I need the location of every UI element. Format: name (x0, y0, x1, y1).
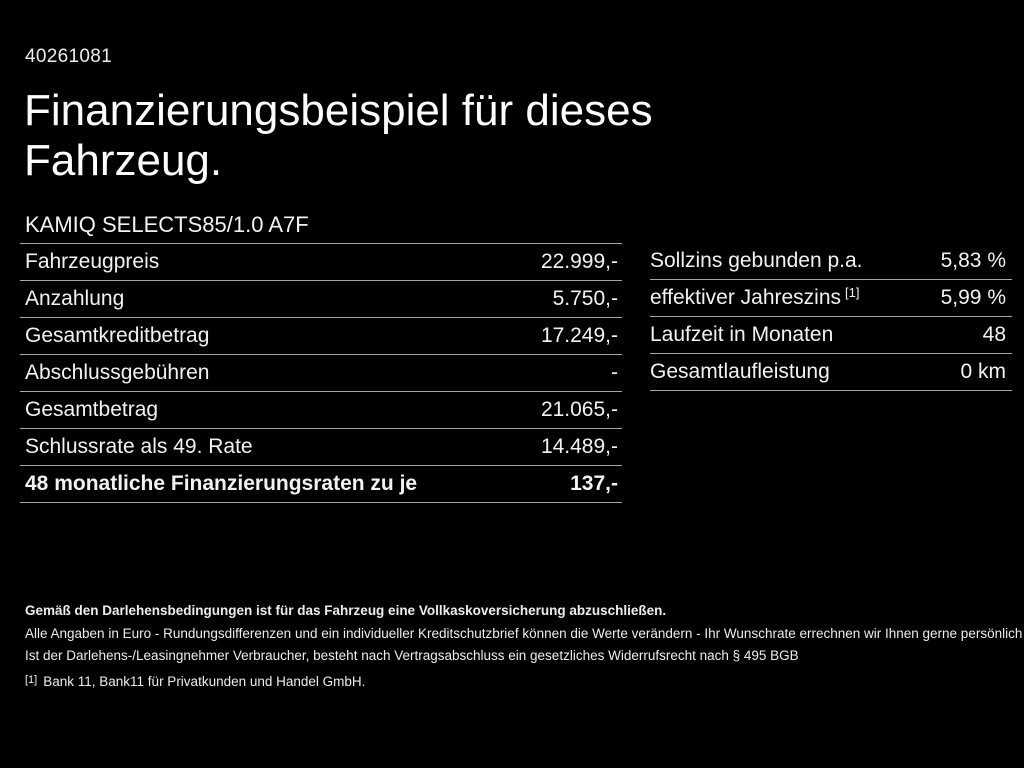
page-title-line-2: Fahrzeug. (24, 136, 223, 185)
insurance-notice: Gemäß den Darlehensbedingungen ist für d… (25, 603, 667, 618)
row-anzahlung: Anzahlung 5.750,- (20, 281, 622, 318)
row-value: 0 km (960, 360, 1006, 383)
row-fahrzeugpreis: Fahrzeugpreis 22.999,- (20, 244, 622, 281)
row-label: Gesamtlaufleistung (650, 360, 830, 383)
page-title: Finanzierungsbeispiel für dieses Fahrzeu… (24, 86, 653, 186)
bank-footnote: [1] Bank 11, Bank11 für Privatkunden und … (25, 674, 1000, 690)
row-effektiver-jahreszins: effektiver Jahreszins [1] 5,99 % (650, 280, 1012, 317)
row-laufzeit: Laufzeit in Monaten 48 (650, 317, 1012, 354)
row-gesamtkreditbetrag: Gesamtkreditbetrag 17.249,- (20, 318, 622, 355)
row-label: Gesamtbetrag (25, 398, 159, 421)
row-label: Laufzeit in Monaten (650, 323, 834, 346)
conditions-table: Sollzins gebunden p.a. 5,83 % effektiver… (650, 243, 1012, 391)
row-gesamtbetrag: Gesamtbetrag 21.065,- (20, 392, 622, 429)
row-monatsraten: 48 monatliche Finanzierungsraten zu je 1… (20, 466, 622, 503)
footnote-reference: [1] (845, 285, 860, 300)
row-label: 48 monatliche Finanzierungsraten zu je (25, 472, 418, 495)
row-value: 22.999,- (540, 250, 618, 273)
row-value: 21.065,- (540, 398, 618, 421)
row-value: 137,- (570, 472, 618, 495)
row-value: 5,99 % (940, 286, 1006, 309)
row-abschlussgebuehren: Abschlussgebühren - (20, 355, 622, 392)
row-gesamtlaufleistung: Gesamtlaufleistung 0 km (650, 354, 1012, 391)
row-label: Schlussrate als 49. Rate (25, 435, 253, 458)
disclaimer-line-2: Ist der Darlehens-/Leasingnehmer Verbrau… (25, 648, 799, 663)
page-title-line-1: Finanzierungsbeispiel für dieses (24, 86, 653, 135)
disclaimer-line-1: Alle Angaben in Euro - Rundungsdifferenz… (25, 626, 1023, 641)
row-label: Sollzins gebunden p.a. (650, 249, 863, 272)
vehicle-model: KAMIQ SELECTS85/1.0 A7F (25, 212, 309, 237)
document-id: 40261081 (25, 46, 112, 67)
row-label: Gesamtkreditbetrag (25, 324, 210, 347)
footnote-marker: [1] (25, 674, 38, 686)
footnote-text: Bank 11, Bank11 für Privatkunden und Han… (43, 674, 366, 689)
row-label: Abschlussgebühren (25, 361, 210, 384)
row-value: 5.750,- (552, 287, 618, 310)
row-label: effektiver Jahreszins [1] (650, 285, 860, 310)
row-schlussrate: Schlussrate als 49. Rate 14.489,- (20, 429, 622, 466)
financing-table: Fahrzeugpreis 22.999,- Anzahlung 5.750,-… (20, 243, 622, 503)
row-label: Anzahlung (25, 287, 125, 310)
row-value: 5,83 % (940, 249, 1006, 272)
row-value: - (611, 361, 618, 384)
legal-footer: Gemäß den Darlehensbedingungen ist für d… (25, 603, 1023, 690)
row-value: 14.489,- (540, 435, 618, 458)
row-value: 17.249,- (540, 324, 618, 347)
row-sollzins: Sollzins gebunden p.a. 5,83 % (650, 243, 1012, 280)
row-label-text: effektiver Jahreszins (650, 286, 842, 309)
row-value: 48 (982, 323, 1006, 346)
row-label: Fahrzeugpreis (25, 250, 160, 273)
